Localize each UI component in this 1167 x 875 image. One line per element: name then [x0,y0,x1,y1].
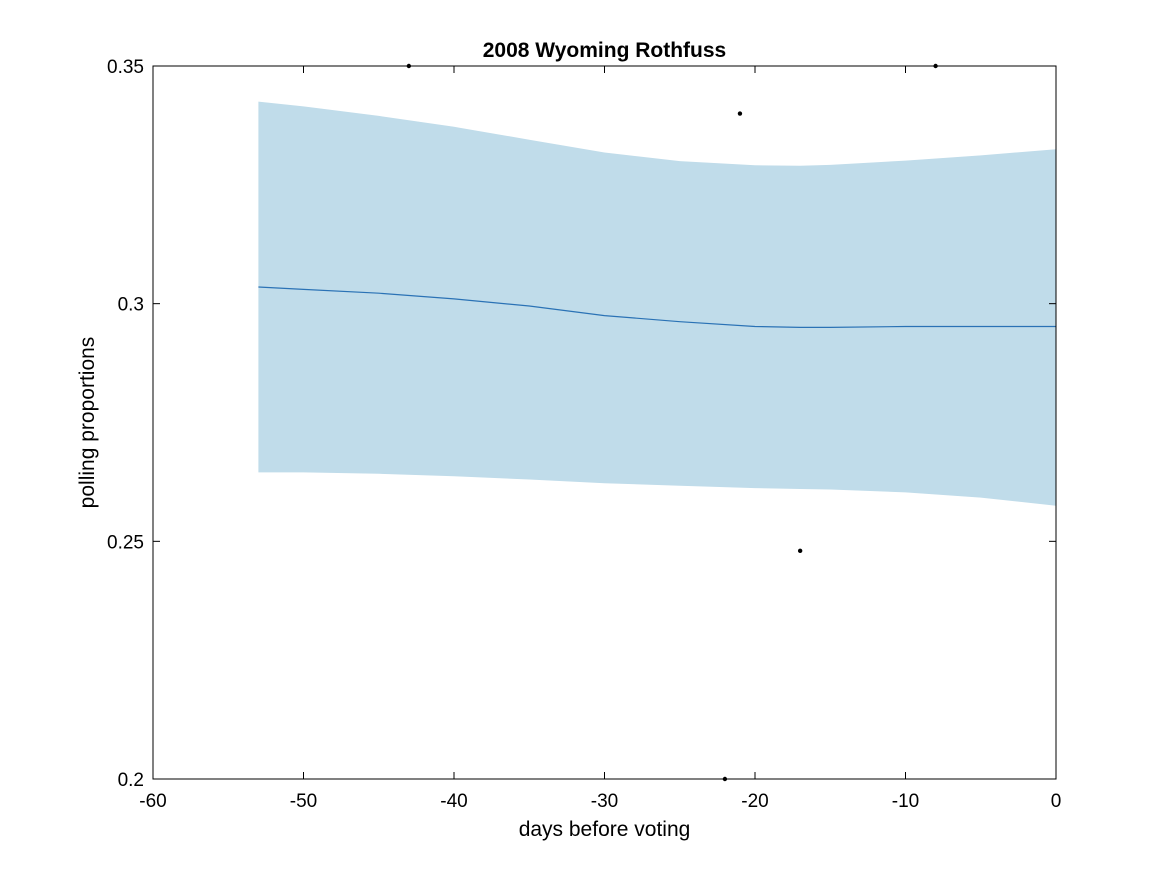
poll-point [737,111,743,116]
y-axis-label: polling proportions [76,337,99,509]
y-tick-label: 0.35 [107,57,144,78]
chart-title: 2008 Wyoming Rothfuss [483,39,727,62]
x-tick-label: -60 [139,791,166,812]
x-tick-label: -30 [591,791,618,812]
y-tick-label: 0.3 [118,295,144,316]
y-tick-label: 0.2 [118,770,144,791]
x-tick-label: 0 [1051,791,1062,812]
y-tick-label: 0.25 [107,532,144,553]
x-axis: -60 -50 -40 -30 -20 -10 0 [139,66,1061,812]
x-tick-label: -40 [440,791,467,812]
confidence-band [258,101,1056,506]
x-tick-label: -10 [892,791,919,812]
y-axis: 0.2 0.25 0.3 0.35 [107,57,1056,791]
poll-point [797,548,803,554]
trend-line [258,286,1056,328]
x-axis-label: days before voting [519,818,691,841]
x-tick-label: -20 [741,791,768,812]
x-tick-label: -50 [290,791,317,812]
